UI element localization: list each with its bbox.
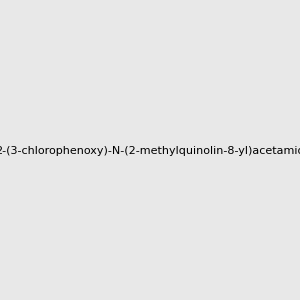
- Text: 2-(3-chlorophenoxy)-N-(2-methylquinolin-8-yl)acetamide: 2-(3-chlorophenoxy)-N-(2-methylquinolin-…: [0, 146, 300, 157]
